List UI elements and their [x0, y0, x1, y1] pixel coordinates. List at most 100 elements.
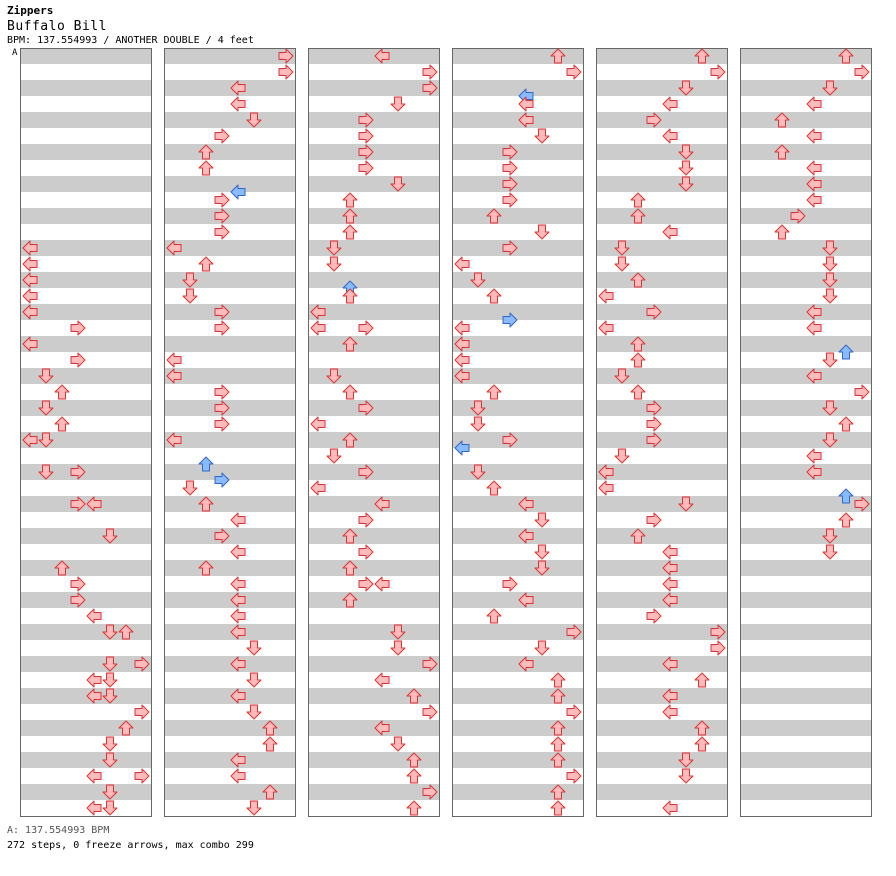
step-arrow-right	[214, 472, 230, 488]
step-arrow-right	[566, 624, 582, 640]
beat-stripe	[740, 176, 872, 192]
step-arrow-down	[102, 688, 118, 704]
beat-stripe	[596, 624, 728, 640]
beat-stripe	[452, 784, 584, 800]
beat-stripe	[20, 336, 152, 352]
step-arrow-down	[678, 80, 694, 96]
step-arrow-right	[358, 576, 374, 592]
beat-stripe	[452, 48, 584, 64]
step-arrow-up	[838, 488, 854, 504]
step-arrow-down	[326, 448, 342, 464]
step-arrow-left	[518, 528, 534, 544]
beat-stripe	[164, 432, 296, 448]
step-arrow-right	[358, 400, 374, 416]
beat-stripe	[596, 336, 728, 352]
beat-stripe	[740, 496, 872, 512]
beat-stripe	[740, 432, 872, 448]
step-arrow-left	[374, 672, 390, 688]
beat-stripe	[596, 688, 728, 704]
step-arrow-up	[342, 288, 358, 304]
step-arrow-down	[38, 400, 54, 416]
beat-stripe	[308, 144, 440, 160]
step-arrow-right	[214, 128, 230, 144]
step-arrow-down	[822, 528, 838, 544]
beat-stripe	[164, 304, 296, 320]
step-arrow-up	[198, 160, 214, 176]
beat-stripe	[164, 400, 296, 416]
beat-stripe	[452, 144, 584, 160]
beat-stripe	[164, 464, 296, 480]
beat-stripe	[452, 368, 584, 384]
step-arrow-down	[246, 640, 262, 656]
step-arrow-left	[662, 704, 678, 720]
step-arrow-up	[342, 432, 358, 448]
step-arrow-right	[566, 64, 582, 80]
beat-stripe	[164, 752, 296, 768]
beat-stripe	[452, 432, 584, 448]
beat-stripe	[452, 176, 584, 192]
beat-stripe	[452, 208, 584, 224]
beat-stripe	[20, 688, 152, 704]
step-arrow-up	[54, 560, 70, 576]
step-arrow-left	[230, 544, 246, 560]
beat-stripe	[596, 112, 728, 128]
step-arrow-up	[486, 608, 502, 624]
beat-stripe	[20, 496, 152, 512]
step-arrow-down	[678, 160, 694, 176]
step-arrow-left	[518, 96, 534, 112]
step-arrow-left	[230, 608, 246, 624]
step-arrow-down	[614, 448, 630, 464]
beat-stripe	[740, 144, 872, 160]
step-arrow-down	[614, 256, 630, 272]
step-arrow-right	[358, 464, 374, 480]
step-arrow-right	[710, 64, 726, 80]
step-arrow-up	[198, 144, 214, 160]
beat-stripe	[596, 48, 728, 64]
beat-stripe	[596, 400, 728, 416]
beat-stripe	[596, 464, 728, 480]
step-arrow-down	[390, 736, 406, 752]
beat-stripe	[308, 208, 440, 224]
step-arrow-down	[102, 624, 118, 640]
step-arrow-right	[70, 592, 86, 608]
step-arrow-down	[182, 272, 198, 288]
beat-stripe	[308, 400, 440, 416]
beat-stripe	[20, 432, 152, 448]
beat-stripe	[308, 496, 440, 512]
beat-stripe	[596, 208, 728, 224]
step-arrow-left	[454, 336, 470, 352]
beat-stripe	[164, 240, 296, 256]
beat-stripe	[20, 528, 152, 544]
beat-stripe	[596, 432, 728, 448]
step-arrow-up	[342, 336, 358, 352]
step-arrow-down	[822, 272, 838, 288]
step-arrow-left	[454, 352, 470, 368]
step-arrow-left	[598, 320, 614, 336]
step-arrow-right	[214, 528, 230, 544]
beat-stripe	[20, 112, 152, 128]
footer-bpm: A: 137.554993 BPM	[7, 825, 110, 836]
step-arrow-up	[54, 384, 70, 400]
beat-stripe	[164, 336, 296, 352]
beat-stripe	[308, 176, 440, 192]
step-arrow-left	[22, 256, 38, 272]
column-border	[20, 48, 152, 817]
step-arrow-right	[502, 144, 518, 160]
step-arrow-up	[630, 208, 646, 224]
beat-stripe	[740, 528, 872, 544]
step-arrow-right	[502, 432, 518, 448]
beat-stripe	[452, 112, 584, 128]
step-arrow-right	[646, 304, 662, 320]
step-arrow-left	[662, 128, 678, 144]
beat-stripe	[596, 656, 728, 672]
step-arrow-left	[22, 288, 38, 304]
beat-stripe	[740, 656, 872, 672]
step-arrow-up	[198, 256, 214, 272]
beat-stripe	[20, 208, 152, 224]
step-arrow-up	[630, 272, 646, 288]
beat-stripe	[452, 624, 584, 640]
step-arrow-up	[550, 752, 566, 768]
step-arrow-right	[214, 192, 230, 208]
beat-stripe	[452, 752, 584, 768]
step-arrow-right	[134, 768, 150, 784]
